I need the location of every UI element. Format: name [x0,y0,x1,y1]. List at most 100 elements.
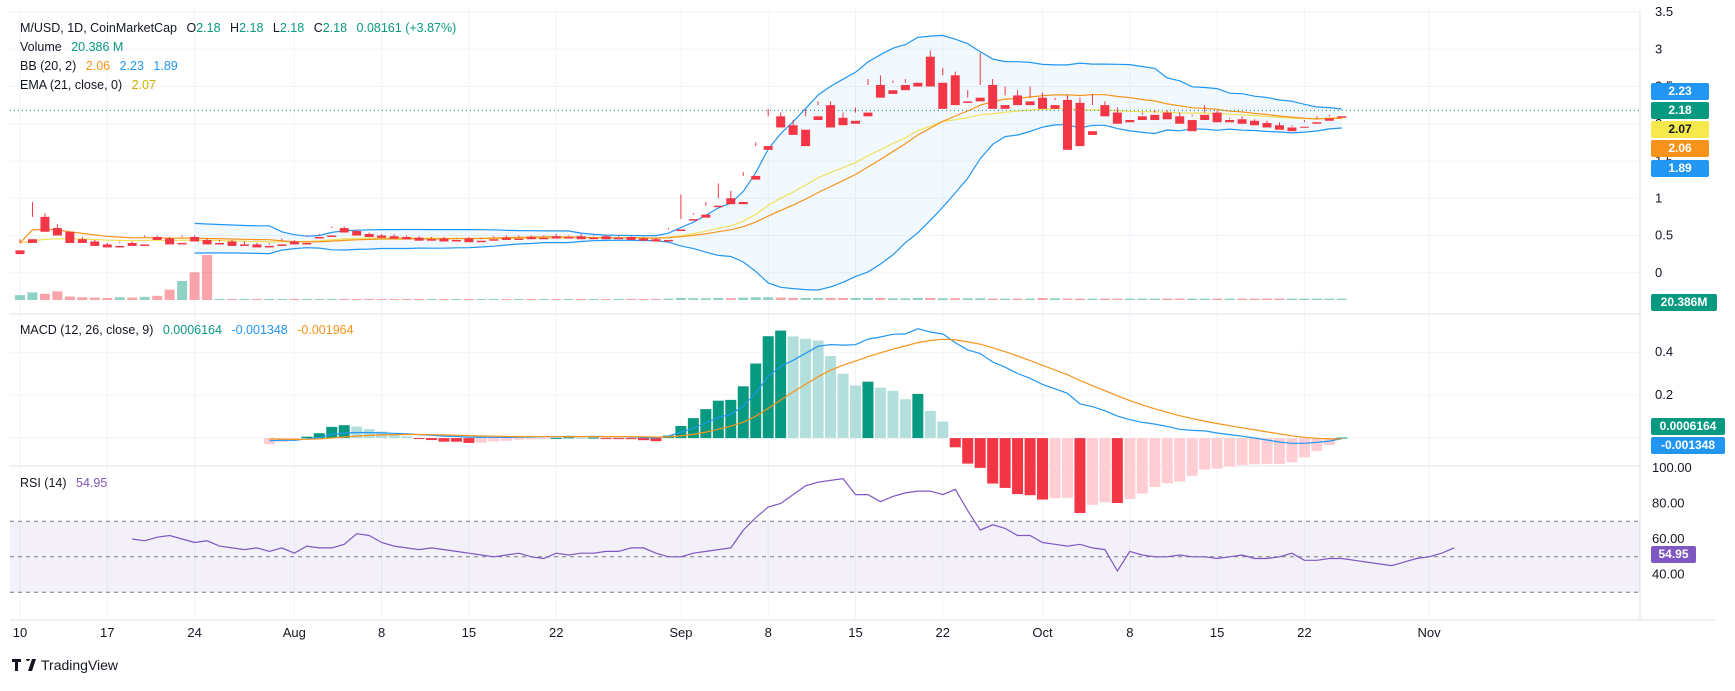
candle-body[interactable] [352,231,362,236]
candle-body[interactable] [15,250,25,255]
candle-body[interactable] [1125,120,1135,123]
candle-body[interactable] [1200,114,1210,121]
candle-body[interactable] [838,117,848,126]
candle-body[interactable] [826,105,836,128]
candle-body[interactable] [40,216,50,232]
candle-body[interactable] [177,242,187,245]
candle-body[interactable] [215,242,225,245]
candle-body[interactable] [1262,123,1272,128]
tradingview-brand[interactable]: TradingView [12,657,118,673]
candle-body[interactable] [377,235,387,238]
bb-legend[interactable]: BB (20, 2) 2.06 2.23 1.89 [20,57,184,75]
candle-body[interactable] [738,201,748,205]
candle-body[interactable] [514,238,524,240]
candle-body[interactable] [776,116,786,128]
candle-body[interactable] [65,231,75,243]
candle-body[interactable] [913,82,923,87]
candle-body[interactable] [115,245,125,248]
candle-body[interactable] [701,214,711,218]
candle-body[interactable] [713,205,723,208]
macd-legend[interactable]: MACD (12, 26, close, 9) 0.0006164 -0.001… [20,321,360,339]
candle-body[interactable] [1312,122,1322,124]
ema-legend[interactable]: EMA (21, close, 0) 2.07 [20,76,162,94]
candle-body[interactable] [925,56,935,87]
candle-body[interactable] [501,237,511,240]
candle-body[interactable] [676,229,686,232]
candle-body[interactable] [788,125,798,135]
candle-body[interactable] [190,236,200,242]
candle-body[interactable] [227,241,237,246]
candle-body[interactable] [451,239,461,242]
candle-body[interactable] [963,101,973,103]
candle-body[interactable] [564,236,574,239]
candle-body[interactable] [688,219,698,221]
candle-body[interactable] [1225,120,1235,123]
candle-body[interactable] [1050,105,1060,109]
candle-body[interactable] [601,236,611,240]
candle-body[interactable] [239,244,249,246]
candle-body[interactable] [77,239,87,243]
candle-body[interactable] [302,242,312,245]
candle-body[interactable] [364,234,374,237]
candle-body[interactable] [464,238,474,243]
candle-body[interactable] [576,236,586,240]
candle-body[interactable] [90,241,100,246]
rsi-legend[interactable]: RSI (14) 54.95 [20,474,113,492]
candle-body[interactable] [52,228,62,236]
candle-body[interactable] [614,237,624,240]
candle-body[interactable] [639,238,648,241]
candle-body[interactable] [127,242,137,246]
candle-body[interactable] [1062,99,1072,150]
candle-body[interactable] [900,85,910,91]
candle-body[interactable] [1287,127,1297,132]
candle-body[interactable] [202,239,212,245]
candle-body[interactable] [1324,118,1334,121]
candle-body[interactable] [1274,125,1284,130]
candle-body[interactable] [1025,101,1035,106]
candle-body[interactable] [651,239,661,242]
candle-body[interactable] [1038,97,1048,109]
candle-body[interactable] [1112,112,1122,124]
candle-body[interactable] [1100,105,1110,117]
candle-body[interactable] [1187,120,1197,132]
candle-body[interactable] [264,245,274,248]
candle-body[interactable] [439,238,449,242]
candle-body[interactable] [414,237,424,241]
symbol-label[interactable]: M/USD, 1D, CoinMarketCap [20,21,177,35]
candle-body[interactable] [314,236,324,239]
candle-body[interactable] [1212,112,1222,123]
candle-body[interactable] [476,240,486,243]
candle-body[interactable] [589,237,599,240]
candle-body[interactable] [1237,119,1247,124]
candle-body[interactable] [1013,95,1023,106]
candle-body[interactable] [975,97,985,102]
candle-body[interactable] [763,146,773,150]
candle-body[interactable] [526,236,536,240]
candle-body[interactable] [489,239,499,241]
candle-body[interactable] [938,82,948,109]
candle-body[interactable] [102,244,112,248]
candle-body[interactable] [1299,126,1309,128]
candle-body[interactable] [875,85,885,98]
candle-body[interactable] [801,129,811,147]
candle-body[interactable] [1075,102,1085,147]
candle-body[interactable] [427,239,437,241]
candle-body[interactable] [1250,120,1260,126]
candle-body[interactable] [252,244,262,248]
candle-body[interactable] [27,239,37,243]
candle-body[interactable] [277,244,287,246]
candle-body[interactable] [726,198,736,205]
candle-body[interactable] [1337,116,1347,118]
candle-body[interactable] [289,241,299,245]
candle-body[interactable] [539,237,549,240]
candle-body[interactable] [402,236,412,240]
candle-body[interactable] [950,75,960,106]
candle-body[interactable] [850,120,860,124]
candle-body[interactable] [751,175,761,180]
candle-body[interactable] [1087,131,1097,135]
candle-body[interactable] [1162,112,1172,120]
candle-body[interactable] [140,244,150,246]
candle-body[interactable] [1175,116,1185,124]
candle-body[interactable] [389,236,399,239]
